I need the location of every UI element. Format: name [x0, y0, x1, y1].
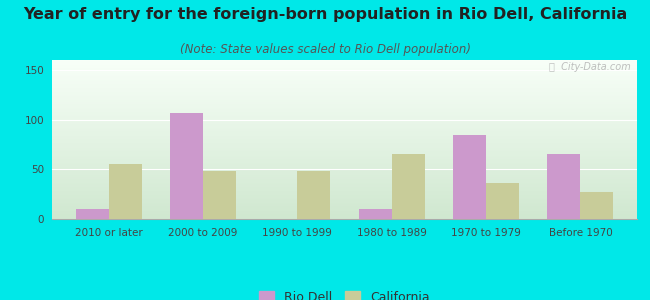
Bar: [297, 171, 330, 219]
Bar: [392, 154, 424, 219]
Bar: [486, 183, 519, 219]
Bar: [203, 171, 236, 219]
Text: ⓘ  City-Data.com: ⓘ City-Data.com: [549, 61, 631, 72]
Bar: [580, 192, 614, 219]
Bar: [453, 134, 486, 219]
Bar: [170, 113, 203, 219]
Text: Year of entry for the foreign-born population in Rio Dell, California: Year of entry for the foreign-born popul…: [23, 8, 627, 22]
Bar: [75, 209, 109, 219]
Bar: [359, 209, 392, 219]
Bar: [109, 164, 142, 219]
Bar: [547, 154, 580, 219]
Legend: Rio Dell, California: Rio Dell, California: [254, 286, 435, 300]
Text: (Note: State values scaled to Rio Dell population): (Note: State values scaled to Rio Dell p…: [179, 44, 471, 56]
